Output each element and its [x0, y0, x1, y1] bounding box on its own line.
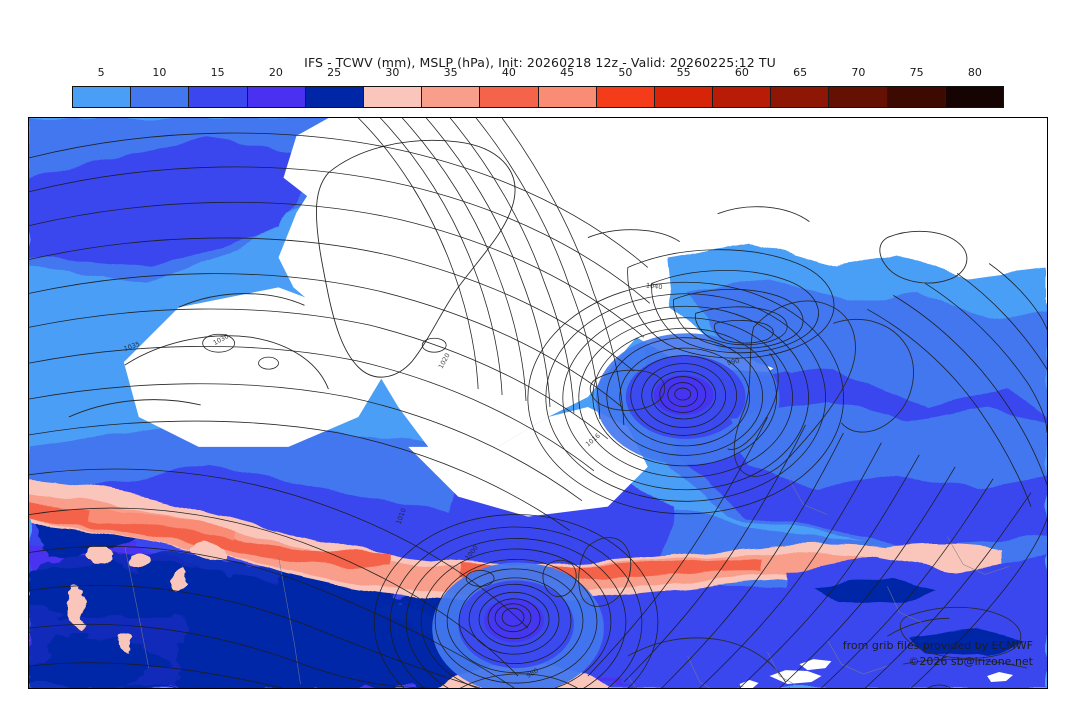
colorbar-swatch [945, 87, 1003, 107]
colorbar-tick: 20 [268, 66, 283, 79]
colorbar-swatch [654, 87, 714, 107]
colorbar-tick: 25 [327, 66, 342, 79]
colorbar-swatch [422, 87, 481, 107]
atmospheric-river [29, 478, 958, 602]
terrain-white-patches [739, 659, 1014, 688]
colorbar-tick: 30 [385, 66, 400, 79]
colorbar-tick: 15 [210, 66, 225, 79]
colorbar-tick-labels: 5 10 15 20 25 30 35 40 45 50 55 60 65 70 75 80 [72, 66, 1004, 82]
colorbar [72, 86, 1004, 108]
colorbar-swatch [247, 87, 306, 107]
colorbar-tick: 60 [734, 66, 749, 79]
attribution-copyright: ©2026 sb@irizone.net [908, 655, 1033, 668]
map-panel[interactable]: 1030 1020 1016 990 1010 1000 1035 1040 9… [28, 117, 1048, 689]
colorbar-swatch [73, 87, 132, 107]
svg-text:1040: 1040 [646, 281, 663, 291]
colorbar-swatch [596, 87, 655, 107]
page-title: IFS - TCWV (mm), MSLP (hPa), Init: 20260… [304, 55, 776, 70]
colorbar-swatch [305, 87, 364, 107]
colorbar-swatch [363, 87, 423, 107]
colorbar-swatch [829, 87, 888, 107]
colorbar-swatch [189, 87, 248, 107]
svg-text:990: 990 [726, 357, 740, 367]
colorbar-tick: 75 [909, 66, 924, 79]
coastline-layer [68, 139, 1028, 688]
colorbar-tick: 65 [793, 66, 808, 79]
colorbar-tick: 55 [676, 66, 691, 79]
colorbar-tick: 10 [152, 66, 167, 79]
colorbar-tick: 35 [443, 66, 458, 79]
colorbar-tick: 40 [501, 66, 516, 79]
colorbar-swatch [713, 87, 772, 107]
colorbar-tick: 5 [97, 66, 105, 79]
colorbar-tick: 50 [618, 66, 633, 79]
colorbar-tick: 45 [560, 66, 575, 79]
colorbar-swatch [480, 87, 539, 107]
tcwv-fill-layer [29, 118, 1047, 688]
colorbar-tick: 70 [851, 66, 866, 79]
colorbar-swatch [538, 87, 597, 107]
colorbar-swatch [887, 87, 946, 107]
pink-droplets [67, 542, 224, 656]
colorbar-swatch [771, 87, 830, 107]
political-borders [124, 476, 1010, 688]
map-canvas: 1030 1020 1016 990 1010 1000 1035 1040 9… [29, 118, 1047, 688]
mslp-contour-layer [29, 118, 1047, 688]
colorbar-swatch [131, 87, 190, 107]
attribution-source: from grib files provided by ECMWF [842, 639, 1033, 652]
colorbar-swatches [72, 86, 1004, 108]
colorbar-tick: 80 [967, 66, 982, 79]
